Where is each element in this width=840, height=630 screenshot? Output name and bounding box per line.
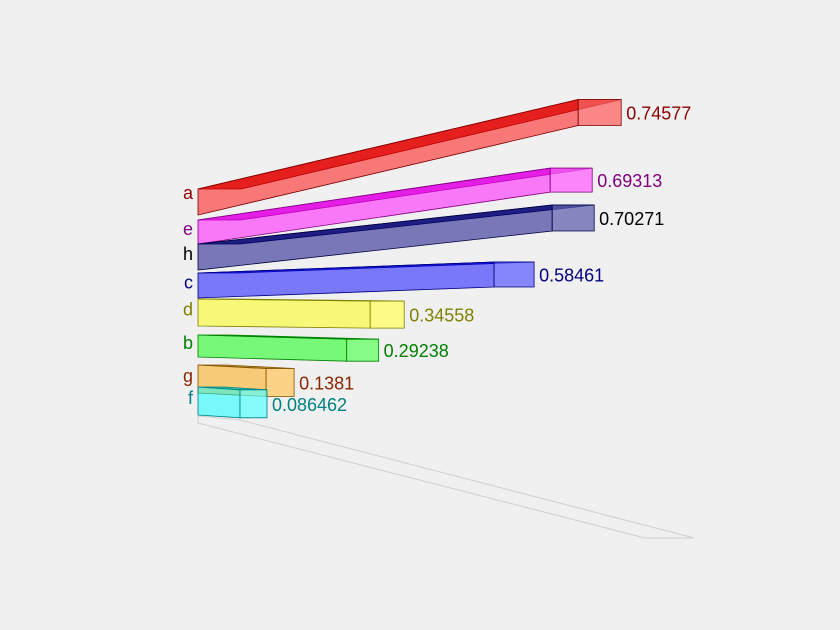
category-label-a: a [183,183,194,203]
bar-a [197,98,622,216]
bar-face-b [197,334,348,362]
bar-end-h [551,204,595,232]
floor-outline [197,415,695,539]
category-label-b: b [183,333,193,353]
category-label-d: d [183,300,193,320]
value-label-f: 0.086462 [272,395,347,415]
value-label-c: 0.58461 [539,266,604,286]
category-label-c: c [184,273,193,293]
bar-end-g [265,368,295,397]
bar-face-d [197,298,371,329]
value-label-d: 0.34558 [409,306,474,326]
bar-b [197,334,380,362]
category-label-f: f [188,388,194,408]
bar-d [197,298,405,329]
bar-end-b [346,338,380,362]
bar-h [197,204,595,271]
value-label-a: 0.74577 [626,104,691,124]
bar-end-a [577,99,622,126]
bar-face-c [197,261,495,299]
bar-f [197,386,268,419]
value-label-e: 0.69313 [597,171,662,191]
category-label-g: g [183,366,193,386]
bar-end-c [493,261,535,288]
category-label-h: h [183,244,193,264]
category-label-e: e [183,219,193,239]
value-label-g: 0.1381 [299,374,354,394]
bar-end-e [549,167,593,193]
value-label-h: 0.70271 [599,209,664,229]
bar-e [197,167,593,245]
bar-face-f [197,386,241,419]
bar-end-f [239,389,268,419]
value-label-b: 0.29238 [384,341,449,361]
bar-c [197,261,535,299]
bar-end-d [369,300,405,329]
